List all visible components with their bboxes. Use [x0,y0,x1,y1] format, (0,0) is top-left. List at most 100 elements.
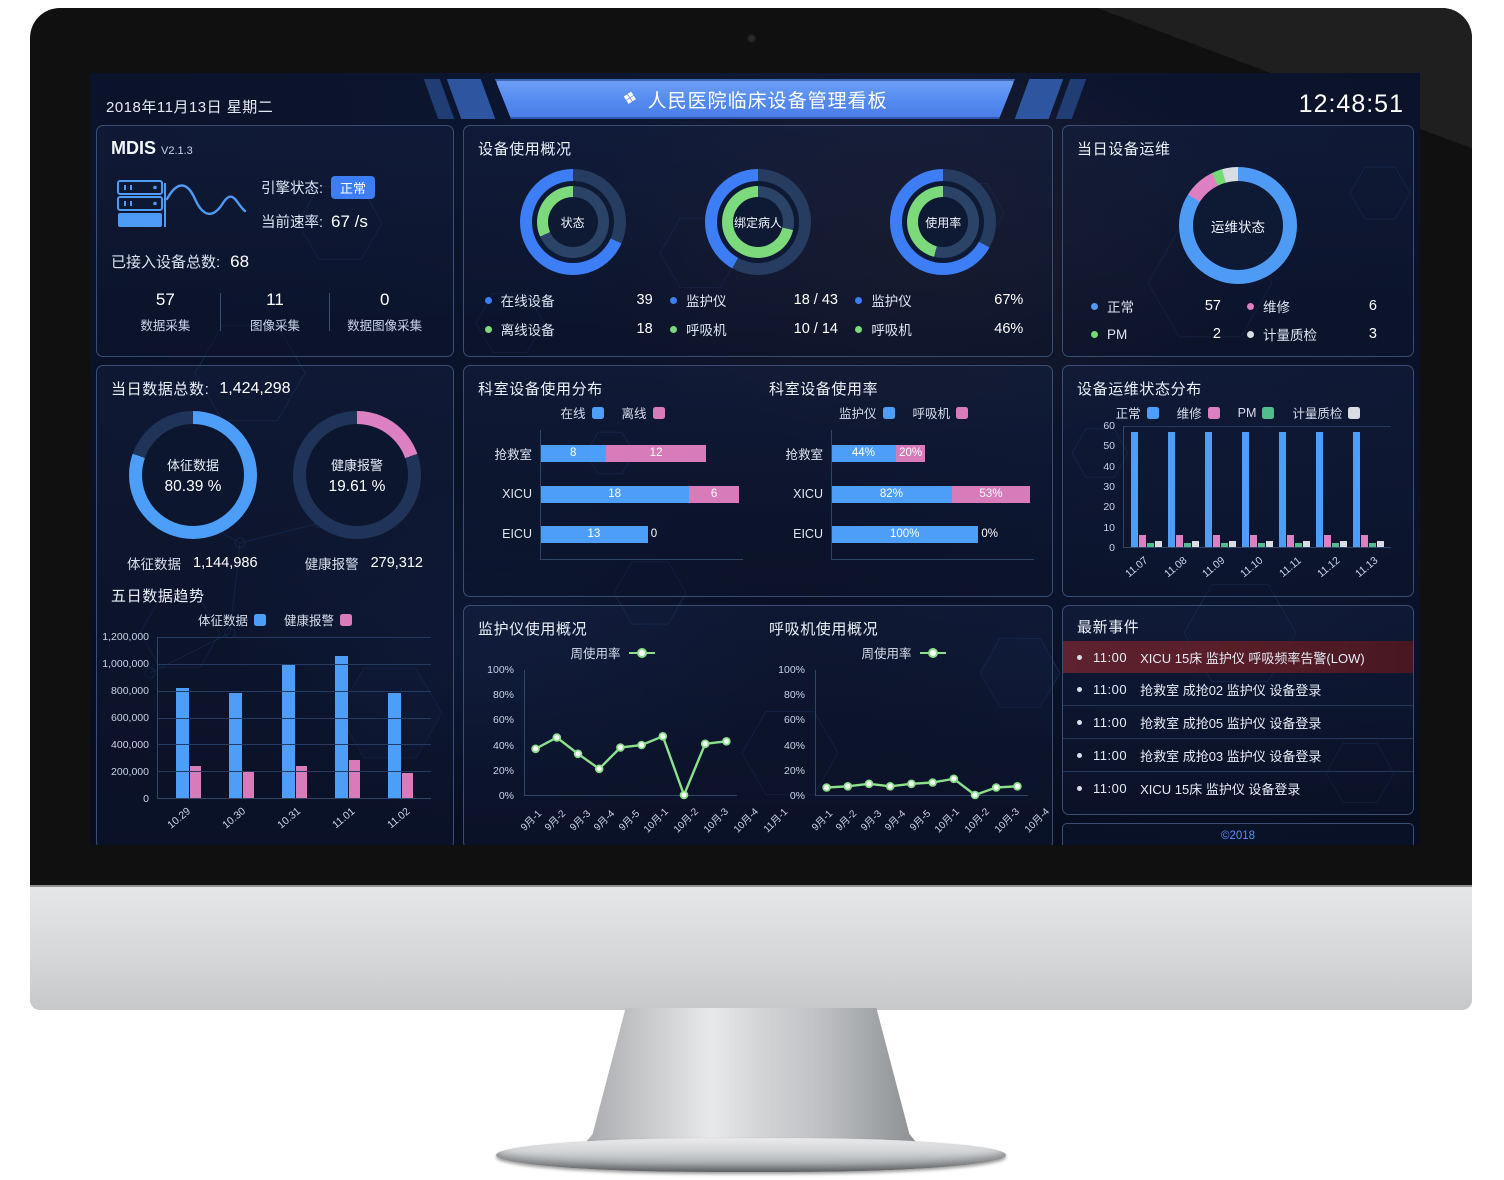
legend-item[interactable]: 监护仪 67% [855,290,1031,310]
legend-item[interactable]: 监护仪 18 / 43 [669,290,846,310]
legend-item[interactable]: 正常 57 [1091,296,1229,316]
bar-group [1353,426,1384,547]
bar-group [1242,426,1273,547]
chart-legend: 正常 维修 PM 计量质检 [1077,403,1399,422]
copyright-bar: ©2018 [1062,823,1414,845]
panel-title: 监护仪使用概况 [478,621,588,638]
dept-rate-chart: 科室设备使用率 监护仪 呼吸机 抢救室 44% 20% XICU 82% 53% EICU 10… [769,378,1038,584]
donut-alarms: 健康报警 19.61 % [293,411,421,539]
panel-title: 最新事件 [1077,619,1140,636]
top-bar: 2018年11月13日 星期二 ❖ 人民医院临床设备管理看板 12:48:51 [90,73,1420,125]
panel-data-today: 当日数据总数: 1,424,298 体征数据 80.39 % [96,365,454,845]
chart-legend[interactable]: 周使用率 [478,643,747,662]
banner-wing-left-inner [446,79,496,119]
monitor-stand-base [496,1138,1006,1172]
legend-item[interactable]: 健康报警 [284,610,353,629]
panel-title: 呼吸机使用概况 [769,621,879,638]
banner-wing-right-inner [1014,79,1064,119]
legend-dot [1247,302,1254,310]
donut-inner-ring [721,186,794,258]
event-item[interactable]: 11:00 XICU 15床 监护仪 设备登录 [1063,771,1413,804]
panel-ops-today: 当日设备运维 运维状态 正常 57 维修 [1062,125,1414,357]
dashboard-grid: MDIS V2.1.3 [96,125,1414,845]
vitals-total: 体征数据 1,144,986 [127,555,258,572]
dashboard-screen: 2018年11月13日 星期二 ❖ 人民医院临床设备管理看板 12:48:51 [90,73,1420,845]
alarms-total: 健康报警 279,312 [304,555,423,572]
ventilator-usage-chart: 呼吸机使用概况 周使用率 100% 80% 60% 40% 20% 0% 9月-1 9月-2 9… [769,618,1053,836]
panel-title: 设备运维状态分布 [1077,381,1202,398]
stat-data-image-collect: 0 数据图像采集 [347,290,423,333]
event-list: 11:00 XICU 15床 监护仪 呼吸频率告警(LOW) 11:00 抢救室 成抢… [1063,641,1413,804]
panel-dept-charts: 科室设备使用分布 在线 离线 抢救室 8 12 XICU 18 6 EICU 13 0 科室设备使… [463,365,1053,597]
legend-dot [855,325,863,333]
donut-inner-ring [536,186,609,258]
legend-item[interactable]: 计量质检 [1292,403,1361,422]
legend-dot [1247,330,1254,338]
bullet-icon [1077,686,1082,692]
clock: 12:48:51 [1298,89,1404,118]
bar-group [1316,426,1347,547]
bullet-icon [1077,654,1082,660]
panel-usage-overview: 设备使用概况 状态 在线设备 [463,125,1053,357]
legend-item[interactable]: 维修 [1177,403,1220,422]
legend-dot [1091,330,1098,338]
legend-dot [484,296,492,304]
event-item-alarm[interactable]: 11:00 XICU 15床 监护仪 呼吸频率告警(LOW) [1063,641,1413,673]
bullet-icon [1077,719,1082,725]
panel-usage-lines: 监护仪使用概况 周使用率 100% 80% 60% 40% 20% 0% 9月-1 9月-2 9… [463,605,1053,845]
legend-item[interactable]: PM [1238,403,1275,422]
bar-group [1205,426,1236,547]
chart-legend: 在线 离线 [478,403,747,422]
donut-inner-ring [907,186,980,258]
legend-item[interactable]: 计量质检 3 [1247,324,1385,344]
event-item[interactable]: 11:00 抢救室 成抢05 监护仪 设备登录 [1063,705,1413,738]
bullet-icon [1077,785,1082,791]
legend-item[interactable]: 呼吸机 [913,403,969,422]
dept-distribution-chart: 科室设备使用分布 在线 离线 抢救室 8 12 XICU 18 6 EICU 13 0 [478,378,747,584]
server-icon [117,180,247,227]
bar-group [1279,426,1310,547]
bar-group [1131,426,1162,547]
legend-item[interactable]: 维修 6 [1247,296,1385,316]
stacked-bar-row: EICU 100% 0% [793,525,999,543]
divider [329,293,331,331]
devices-total-label: 已接入设备总数: [111,254,221,271]
data-total-value: 1,424,298 [219,379,291,397]
rate-value: 67 /s [331,211,368,231]
panel-title: 当日设备运维 [1077,141,1171,158]
legend-item[interactable]: PM 2 [1091,324,1229,344]
bullet-icon [1077,752,1082,758]
chart-legend: 监护仪 呼吸机 [769,403,1038,422]
legend-item[interactable]: 体征数据 [198,610,266,629]
camera-dot [747,34,756,43]
bar-group [1168,426,1199,547]
mdis-name: MDIS [111,138,156,158]
chart-legend[interactable]: 周使用率 [769,643,1038,662]
devices-total-value: 68 [230,251,250,271]
banner: ❖ 人民医院临床设备管理看板 [495,79,1015,119]
legend-dot [484,325,492,333]
panel-events: 最新事件 11:00 XICU 15床 监护仪 呼吸频率告警(LOW) 11:00 抢… [1062,605,1414,815]
event-item[interactable]: 11:00 抢救室 成抢03 监护仪 设备登录 [1063,738,1413,771]
event-item[interactable]: 11:00 抢救室 成抢02 监护仪 设备登录 [1063,673,1413,705]
title-banner: ❖ 人民医院临床设备管理看板 [423,78,1087,120]
legend-item[interactable]: 监护仪 [839,403,895,422]
legend-item[interactable]: 在线 [560,403,604,422]
monitor-stand-neck [586,1008,916,1142]
legend-item[interactable]: 离线设备 18 [484,319,661,339]
stacked-bar-row: XICU 82% 53% [769,485,1030,503]
legend-item[interactable]: 呼吸机 10 / 14 [669,319,846,339]
donut-vitals: 体征数据 80.39 % [129,411,257,539]
panel-title: 科室设备使用分布 [478,381,603,398]
legend-item[interactable]: 离线 [622,403,665,422]
panel-ops-distribution: 设备运维状态分布 正常 维修 PM 计量质检 60 50 40 30 20 10 0 11.07 11… [1062,365,1414,597]
legend-item[interactable]: 正常 [1116,403,1159,422]
donut-bound-patients: 绑定病人 监护仪 18 / 43 呼吸机 [665,169,850,344]
five-day-title: 五日数据趋势 [111,588,205,605]
ventilator-usage-line: 100% 80% 60% 40% 20% 0% 9月-1 9月-2 9月-3 9月-4 9月-5 10… [778,664,1053,836]
ops-distribution-bar-chart: 60 50 40 30 20 10 0 11.07 11.08 11.09 11.10 11.11 11… [1077,420,1399,584]
panel-title: 当日数据总数: [111,381,210,398]
legend-item[interactable]: 在线设备 39 [484,290,661,310]
bar-group [282,637,307,798]
legend-item[interactable]: 呼吸机 46% [855,319,1031,339]
